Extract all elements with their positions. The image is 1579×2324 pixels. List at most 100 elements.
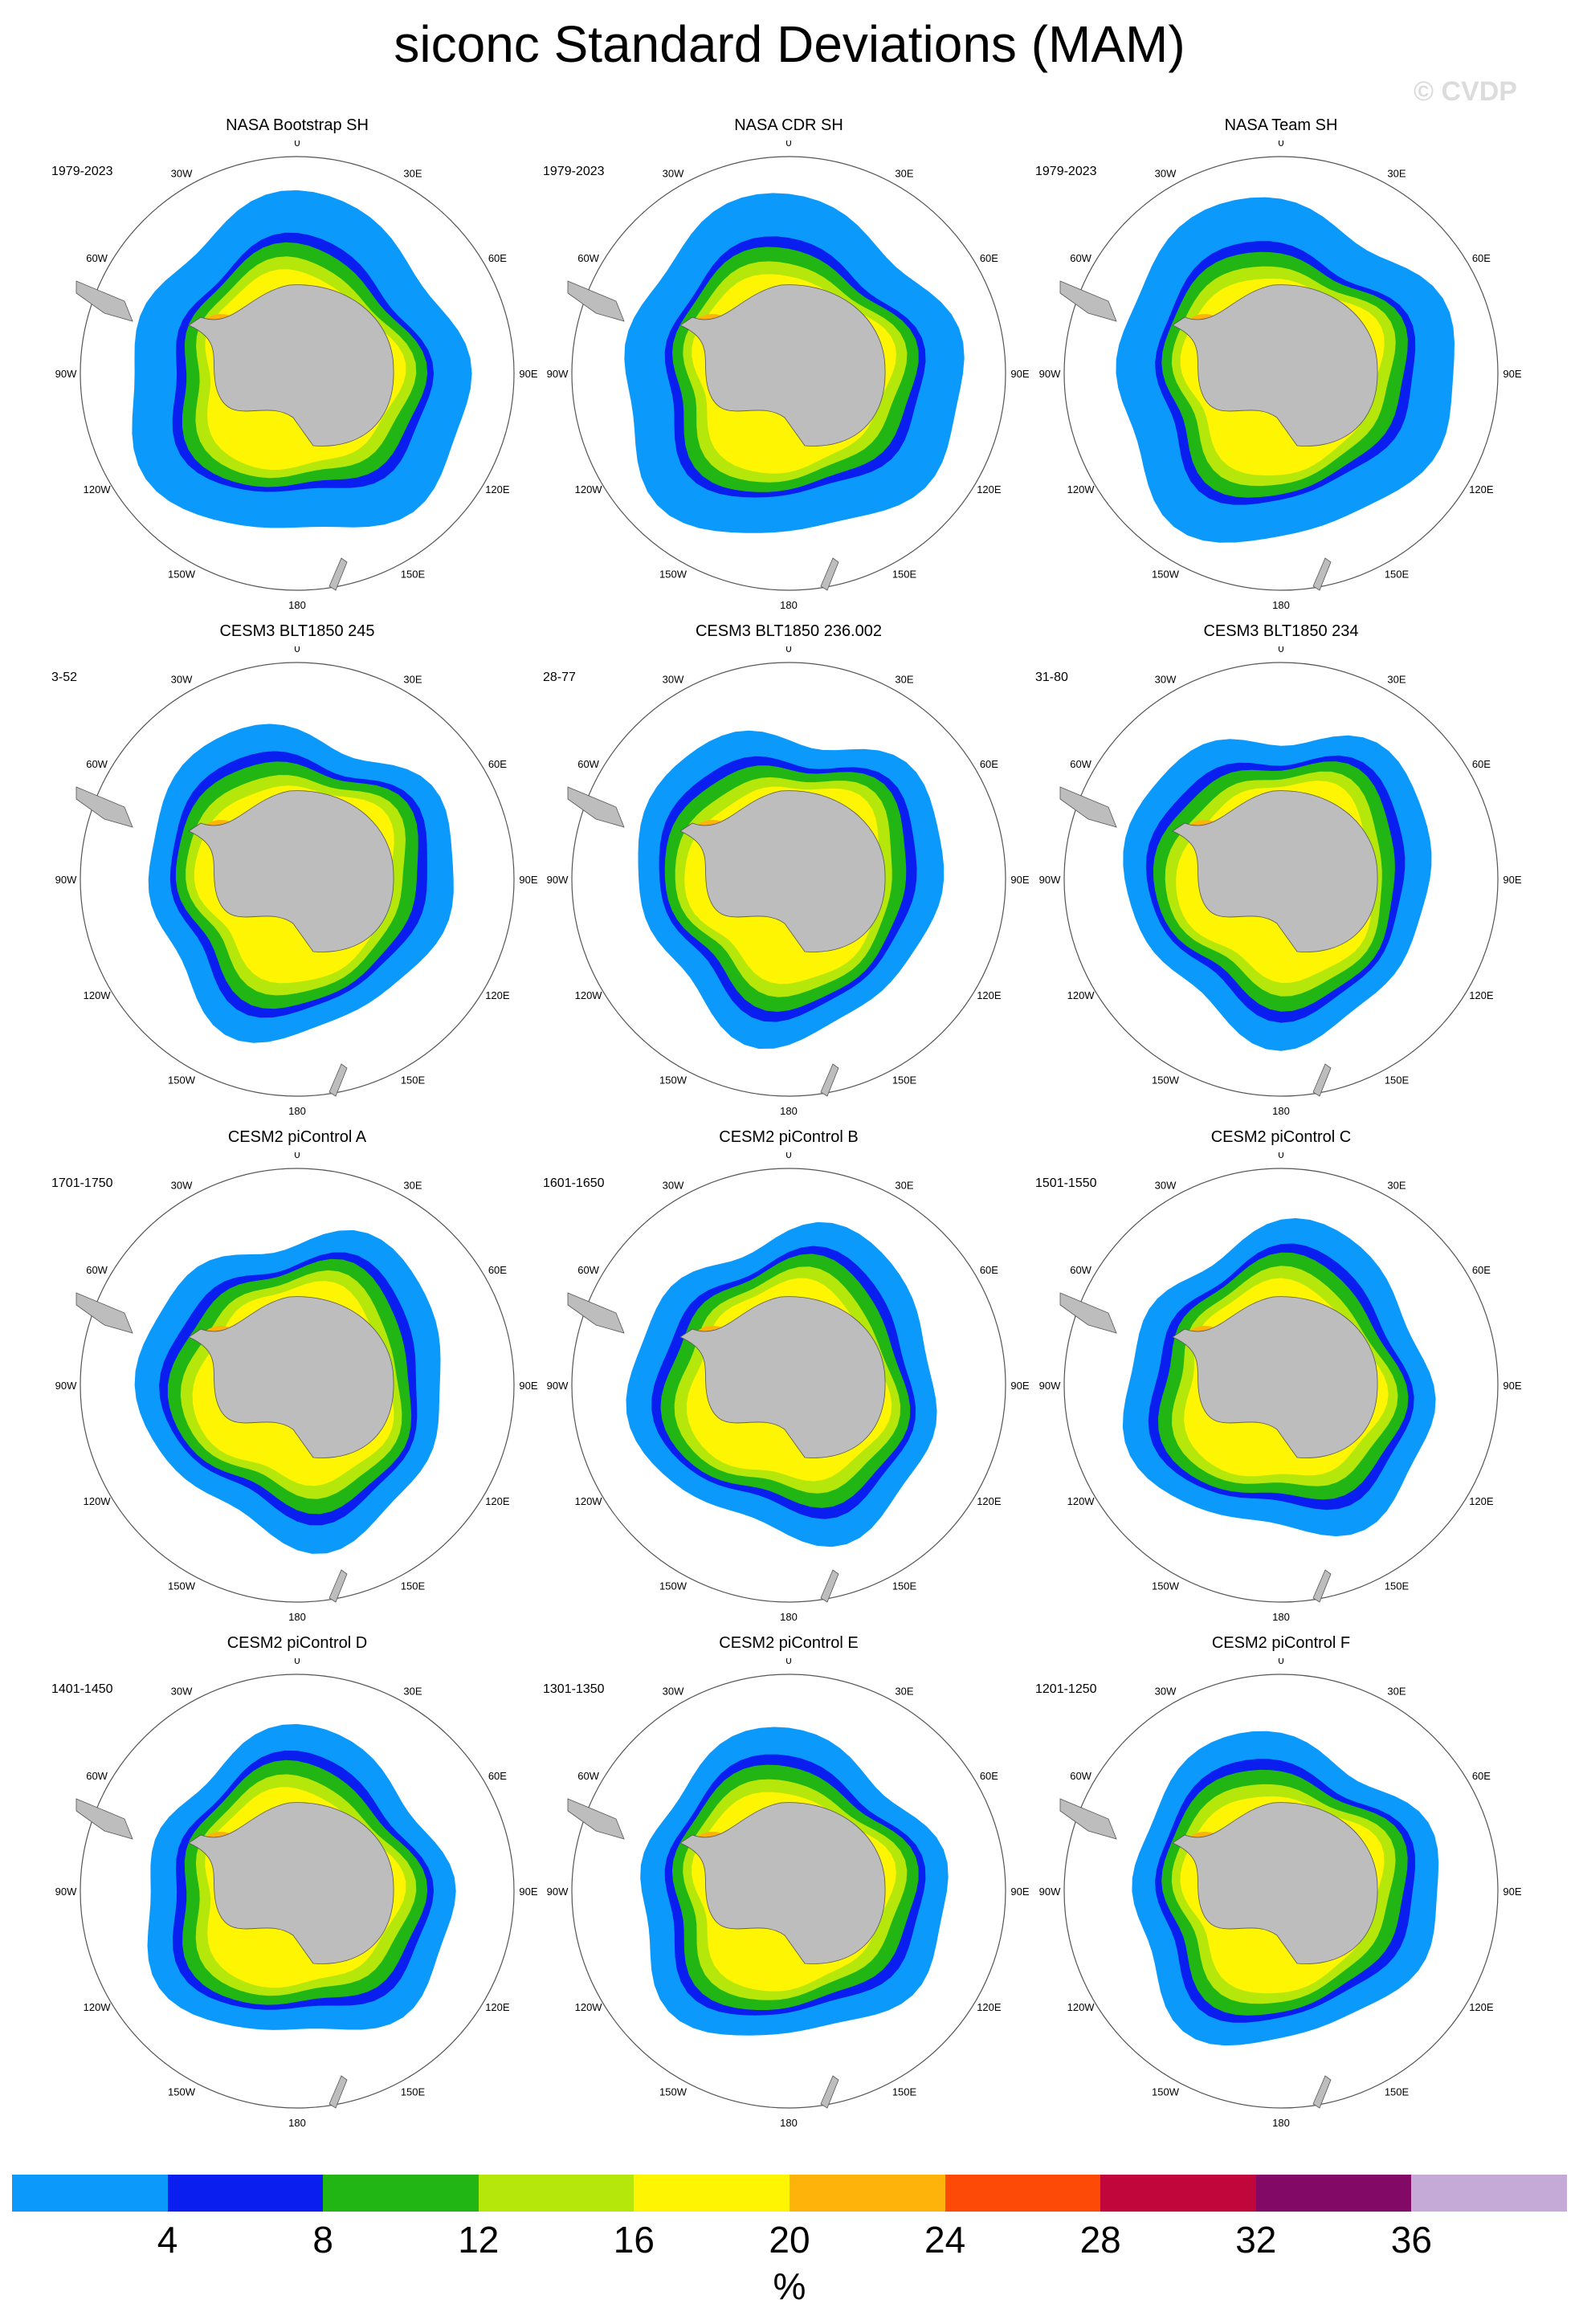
longitude-label: 90E: [519, 874, 537, 886]
colorbar-segment: [12, 2175, 168, 2212]
south-america-landmass: [75, 1798, 133, 1840]
map-panel: NASA Team SH 1979-2023 0 30E 60E 90E 120E 150E 1…: [1032, 116, 1530, 614]
colorbar-segment: [1255, 2175, 1412, 2212]
longitude-label: 90W: [1039, 368, 1061, 380]
south-america-landmass: [1059, 786, 1117, 828]
antarctica-landmass: [188, 1296, 394, 1458]
figure-title: siconc Standard Deviations (MAM): [394, 15, 1185, 73]
longitude-label: 60E: [1472, 252, 1491, 264]
antarctica-landmass: [188, 790, 394, 952]
longitude-label: 90W: [547, 874, 569, 886]
longitude-label: 180: [780, 599, 798, 611]
south-america-landmass: [1059, 1798, 1117, 1840]
longitude-label: 30E: [895, 1180, 913, 1192]
colorbar-tick: 16: [613, 2219, 655, 2261]
longitude-label: 90E: [1503, 1886, 1521, 1898]
polar-map: 0 30E 60E 90E 120E 150E 180 150W 120W 90W 60W 30W: [547, 646, 1030, 1117]
south-america-landmass: [567, 280, 625, 322]
antarctica-landmass: [1172, 284, 1378, 446]
longitude-label: 30E: [403, 168, 422, 180]
longitude-label: 30W: [663, 1686, 684, 1698]
longitude-label: 120W: [575, 1495, 603, 1507]
longitude-label: 60E: [1472, 758, 1491, 770]
longitude-label: 0: [1278, 141, 1283, 149]
longitude-label: 60E: [488, 252, 507, 264]
polar-map: 0 30E 60E 90E 120E 150E 180 150W 120W 90W 60W 30W: [1039, 141, 1522, 611]
longitude-label: 150E: [401, 1074, 426, 1086]
longitude-label: 60E: [488, 758, 507, 770]
panel-period: 1501-1550: [1035, 1176, 1097, 1190]
longitude-label: 180: [288, 1105, 306, 1117]
longitude-label: 150E: [401, 1580, 426, 1592]
map-panel: CESM3 BLT1850 236.002 28-77 0 30E 60E 90E 120E…: [540, 622, 1038, 1120]
longitude-label: 60E: [1472, 1264, 1491, 1276]
longitude-label: 30E: [895, 168, 913, 180]
antarctica-landmass: [1172, 790, 1378, 952]
antarctica-landmass: [1172, 1296, 1378, 1458]
colorbar-segment: [1100, 2175, 1256, 2212]
longitude-label: 60W: [577, 1264, 599, 1276]
longitude-label: 60W: [1070, 252, 1091, 264]
south-america-landmass: [1059, 1292, 1117, 1334]
longitude-label: 120E: [485, 1495, 510, 1507]
longitude-label: 60W: [577, 252, 599, 264]
map-panel: CESM3 BLT1850 234 31-80 0 30E 60E 90E 120E 150E…: [1032, 622, 1530, 1120]
polar-map: 0 30E 60E 90E 120E 150E 180 150W 120W 90W 60W 30W: [547, 1658, 1030, 2129]
polar-map: 0 30E 60E 90E 120E 150E 180 150W 120W 90W 60W 30W: [55, 1658, 538, 2129]
map-panel: NASA CDR SH 1979-2023 0 30E 60E 90E 120E 150E 18…: [540, 116, 1038, 614]
longitude-label: 150E: [892, 568, 917, 580]
panel-title: CESM2 piControl E: [719, 1634, 859, 1652]
new-zealand-landmass: [820, 1569, 839, 1603]
colorbar-tick: 36: [1390, 2219, 1432, 2261]
longitude-label: 30E: [1387, 168, 1406, 180]
longitude-label: 120E: [977, 989, 1002, 1001]
panel-title: NASA CDR SH: [734, 116, 843, 134]
longitude-label: 150E: [1385, 2085, 1410, 2098]
antarctica-landmass: [679, 790, 886, 952]
longitude-label: 120E: [977, 2001, 1002, 2013]
south-america-landmass: [567, 786, 625, 828]
longitude-label: 150W: [168, 568, 196, 580]
polar-map: 0 30E 60E 90E 120E 150E 180 150W 120W 90W 60W 30W: [55, 646, 538, 1117]
longitude-label: 180: [780, 1611, 798, 1623]
colorbar-segment: [478, 2175, 634, 2212]
longitude-label: 150E: [892, 1580, 917, 1592]
antarctica-landmass: [188, 284, 394, 446]
new-zealand-landmass: [328, 557, 348, 591]
longitude-label: 0: [785, 1152, 791, 1160]
longitude-label: 150W: [1152, 1074, 1180, 1086]
longitude-label: 150W: [659, 2085, 687, 2098]
longitude-label: 120E: [485, 2001, 510, 2013]
longitude-label: 150E: [892, 2085, 917, 2098]
longitude-label: 150W: [659, 1580, 687, 1592]
longitude-label: 180: [780, 2117, 798, 2129]
new-zealand-landmass: [1312, 1063, 1332, 1097]
longitude-label: 60E: [980, 252, 998, 264]
longitude-label: 30W: [1155, 1686, 1177, 1698]
colorbar-tick: 32: [1235, 2219, 1277, 2261]
longitude-label: 30E: [1387, 1180, 1406, 1192]
colorbar-segment: [167, 2175, 324, 2212]
longitude-label: 30W: [663, 168, 684, 180]
colorbar-units-label: %: [773, 2265, 806, 2307]
panel-period: 1301-1350: [543, 1682, 605, 1696]
longitude-label: 120E: [1469, 1495, 1494, 1507]
panel-period: 1401-1450: [51, 1682, 113, 1696]
longitude-label: 30E: [1387, 674, 1406, 686]
longitude-label: 90E: [1503, 368, 1521, 380]
longitude-label: 0: [1278, 1658, 1283, 1666]
longitude-label: 150W: [1152, 1580, 1180, 1592]
antarctica-landmass: [1172, 1802, 1378, 1964]
new-zealand-landmass: [328, 1569, 348, 1603]
longitude-label: 120W: [1067, 1495, 1096, 1507]
new-zealand-landmass: [1312, 2075, 1332, 2109]
panel-title: CESM2 piControl A: [227, 1128, 367, 1146]
longitude-label: 30E: [1387, 1686, 1406, 1698]
map-panel: CESM2 piControl B 1601-1650 0 30E 60E 90E 120E…: [540, 1128, 1038, 1626]
longitude-label: 60W: [1070, 1770, 1091, 1782]
longitude-label: 150W: [1152, 2085, 1180, 2098]
longitude-label: 180: [1272, 1611, 1290, 1623]
longitude-label: 90E: [1503, 1380, 1521, 1392]
longitude-label: 0: [785, 646, 791, 654]
longitude-label: 150W: [659, 1074, 687, 1086]
